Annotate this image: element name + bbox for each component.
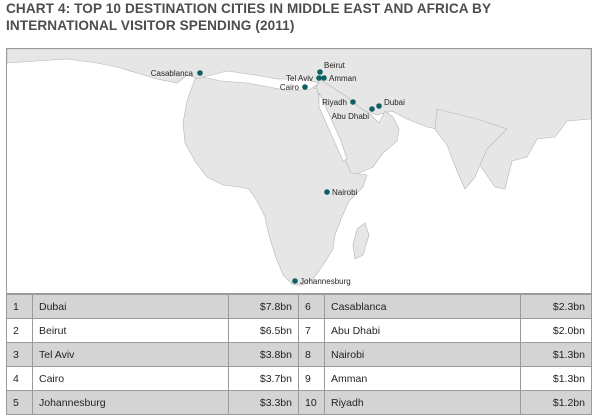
city-label: Nairobi [332,188,358,197]
city-marker-dubai: Dubai [376,98,405,109]
table-row: 1 Dubai $7.8bn 6 Casablanca $2.3bn [6,294,592,319]
rank-cell: 8 [298,342,325,367]
city-cell: Johannesburg [32,390,229,415]
value-cell: $1.3bn [520,342,592,367]
city-label: Dubai [384,98,405,107]
table-row: 4 Cairo $3.7bn 9 Amman $1.3bn [6,366,592,391]
value-cell: $1.2bn [520,390,592,415]
rank-cell: 1 [6,294,33,319]
map-svg: Casablanca Beirut Tel Aviv Amman Cairo R… [7,49,591,293]
city-cell: Abu Dhabi [324,318,521,343]
city-marker-riyadh: Riyadh [322,98,356,107]
city-label: Abu Dhabi [332,112,370,121]
table-row: 3 Tel Aviv $3.8bn 8 Nairobi $1.3bn [6,342,592,367]
city-label: Riyadh [322,98,347,107]
city-marker-abu-dhabi: Abu Dhabi [332,106,375,121]
city-label: Amman [329,74,357,83]
city-marker-beirut: Beirut [317,61,346,75]
value-cell: $2.0bn [520,318,592,343]
city-cell: Casablanca [324,294,521,319]
rank-cell: 6 [298,294,325,319]
value-cell: $3.7bn [228,366,299,391]
city-marker-tel-aviv: Tel Aviv [286,74,322,83]
city-label: Tel Aviv [286,74,313,83]
city-cell: Beirut [32,318,229,343]
rank-cell: 5 [6,390,33,415]
rank-cell: 10 [298,390,325,415]
city-marker-nairobi: Nairobi [324,188,358,197]
sea-mediterranean [202,70,320,92]
city-marker-johannesburg: Johannesburg [292,277,351,286]
rank-cell: 3 [6,342,33,367]
land-madagascar [352,222,370,260]
value-cell: $3.8bn [228,342,299,367]
land-india [434,108,508,190]
city-marker-casablanca: Casablanca [151,69,203,78]
map-panel: Casablanca Beirut Tel Aviv Amman Cairo R… [6,48,592,294]
city-marker-cairo: Cairo [280,83,308,92]
table-row: 5 Johannesburg $3.3bn 10 Riyadh $1.2bn [6,390,592,415]
value-cell: $1.3bn [520,366,592,391]
value-cell: $2.3bn [520,294,592,319]
city-marker-amman: Amman [321,74,357,83]
ranking-table: 1 Dubai $7.8bn 6 Casablanca $2.3bn 2 Bei… [6,294,592,415]
value-cell: $7.8bn [228,294,299,319]
city-label: Beirut [324,61,346,70]
chart-title: CHART 4: TOP 10 DESTINATION CITIES IN MI… [6,1,491,33]
value-cell: $6.5bn [228,318,299,343]
city-cell: Nairobi [324,342,521,367]
value-cell: $3.3bn [228,390,299,415]
city-label: Johannesburg [300,277,351,286]
city-label: Casablanca [151,69,194,78]
sea-red [318,92,348,162]
rank-cell: 7 [298,318,325,343]
city-cell: Cairo [32,366,229,391]
table-row: 2 Beirut $6.5bn 7 Abu Dhabi $2.0bn [6,318,592,343]
city-cell: Riyadh [324,390,521,415]
city-cell: Tel Aviv [32,342,229,367]
rank-cell: 9 [298,366,325,391]
city-label: Cairo [280,83,300,92]
city-cell: Amman [324,366,521,391]
rank-cell: 4 [6,366,33,391]
city-cell: Dubai [32,294,229,319]
rank-cell: 2 [6,318,33,343]
